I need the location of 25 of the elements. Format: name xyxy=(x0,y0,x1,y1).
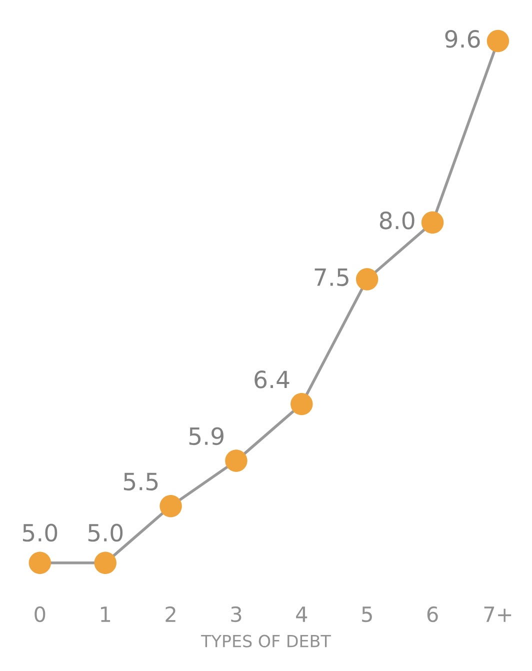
point xyxy=(28,552,52,574)
x-tick-label: 7+ xyxy=(484,606,512,622)
x-tick-label: 6 xyxy=(427,606,438,622)
point xyxy=(421,211,444,234)
point xyxy=(290,392,313,416)
data-label: 9.6 xyxy=(445,30,480,48)
data-label: 5.9 xyxy=(189,427,224,446)
point xyxy=(225,450,248,472)
point xyxy=(486,30,510,52)
data-label: 5.5 xyxy=(124,472,158,490)
point xyxy=(94,552,116,574)
x-tick-label: 2 xyxy=(166,606,176,622)
x-tick-label: 3 xyxy=(231,606,242,622)
point xyxy=(356,268,378,290)
data-label: 8.0 xyxy=(380,212,414,230)
data-label: 7.5 xyxy=(314,268,348,286)
data-label: 5.0 xyxy=(22,524,58,542)
data-label: 5.0 xyxy=(88,524,123,542)
x-tick-label: 5 xyxy=(362,606,372,622)
x-tick-label: 0 xyxy=(34,606,46,622)
x-tick-label: 4 xyxy=(296,606,308,622)
x-axis-title: TYPES OF DEBT xyxy=(201,634,331,648)
data-label: 6.4 xyxy=(254,370,290,388)
x-tick-label: 1 xyxy=(101,606,110,622)
point xyxy=(160,495,182,518)
